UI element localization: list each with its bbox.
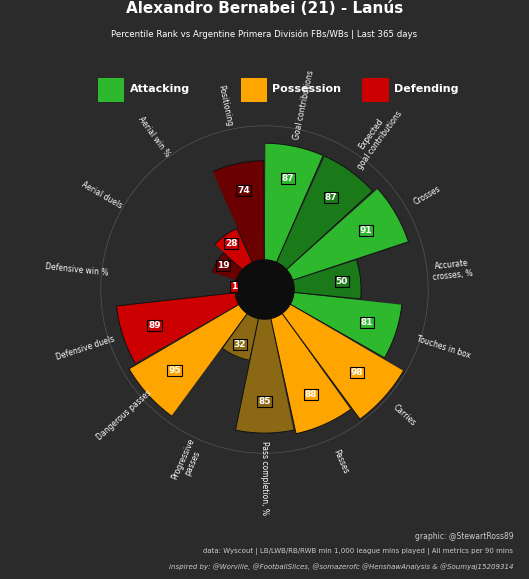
Text: Aerial win %: Aerial win %	[136, 115, 171, 159]
Text: 28: 28	[225, 239, 238, 248]
Polygon shape	[116, 293, 239, 363]
Polygon shape	[212, 253, 242, 280]
Polygon shape	[234, 280, 236, 292]
Text: Passes: Passes	[332, 448, 350, 475]
Text: 1: 1	[231, 282, 238, 291]
Polygon shape	[290, 293, 402, 358]
Text: 98: 98	[351, 368, 363, 377]
Text: Touches in box: Touches in box	[415, 335, 472, 361]
Text: 19: 19	[217, 261, 230, 270]
Text: graphic: @StewartRoss89: graphic: @StewartRoss89	[415, 532, 513, 541]
Text: 95: 95	[168, 366, 181, 375]
Text: data: Wyscout | LB/LWB/RB/RWB min 1,000 league mins played | All metrics per 90 : data: Wyscout | LB/LWB/RB/RWB min 1,000 …	[203, 548, 513, 555]
Text: 88: 88	[305, 390, 317, 398]
Text: 50: 50	[336, 277, 348, 286]
FancyBboxPatch shape	[362, 78, 389, 102]
Text: 74: 74	[237, 186, 250, 195]
Polygon shape	[215, 228, 252, 270]
Polygon shape	[277, 156, 372, 270]
Text: Dangerous passes: Dangerous passes	[95, 389, 154, 442]
Text: Possession: Possession	[272, 84, 341, 94]
Text: 87: 87	[282, 174, 295, 183]
Text: Alexandro Bernabei (21) - Lanús: Alexandro Bernabei (21) - Lanús	[126, 1, 403, 16]
FancyBboxPatch shape	[241, 78, 267, 102]
Text: 81: 81	[361, 318, 373, 327]
Text: Aerial duels: Aerial duels	[79, 180, 123, 211]
Polygon shape	[282, 305, 404, 419]
Polygon shape	[271, 313, 351, 434]
Polygon shape	[129, 305, 247, 416]
Text: Expected
goal contributions: Expected goal contributions	[347, 103, 404, 171]
FancyBboxPatch shape	[98, 78, 124, 102]
Text: Crosses: Crosses	[413, 184, 443, 207]
Polygon shape	[264, 143, 323, 262]
Text: Progressive
passes: Progressive passes	[170, 437, 206, 486]
Text: Attacking: Attacking	[130, 84, 190, 94]
Text: Positioning: Positioning	[216, 84, 234, 127]
Polygon shape	[235, 260, 294, 319]
Text: Defensive win %: Defensive win %	[45, 262, 110, 277]
Text: Defensive duels: Defensive duels	[55, 334, 116, 361]
Text: 89: 89	[148, 321, 161, 329]
Text: Defending: Defending	[394, 84, 459, 94]
Polygon shape	[235, 318, 294, 433]
Text: inspired by: @Worville, @FootballSlices, @somazerofc @HenshawAnalysis & @Soumyaj: inspired by: @Worville, @FootballSlices,…	[169, 563, 513, 570]
Text: 85: 85	[258, 397, 271, 406]
Polygon shape	[287, 189, 408, 280]
Polygon shape	[222, 313, 258, 360]
Text: 91: 91	[360, 226, 372, 235]
Text: Carries: Carries	[391, 403, 417, 428]
Text: Percentile Rank vs Argentine Primera División FBs/WBs | Last 365 days: Percentile Rank vs Argentine Primera Div…	[112, 29, 417, 39]
Text: Goal contributions: Goal contributions	[292, 70, 315, 141]
Text: 87: 87	[325, 193, 338, 202]
Text: 32: 32	[234, 340, 246, 349]
Text: Pass completion, %: Pass completion, %	[260, 441, 269, 515]
Text: Accurate
crosses, %: Accurate crosses, %	[431, 258, 473, 281]
Polygon shape	[213, 161, 264, 262]
Polygon shape	[293, 260, 361, 299]
